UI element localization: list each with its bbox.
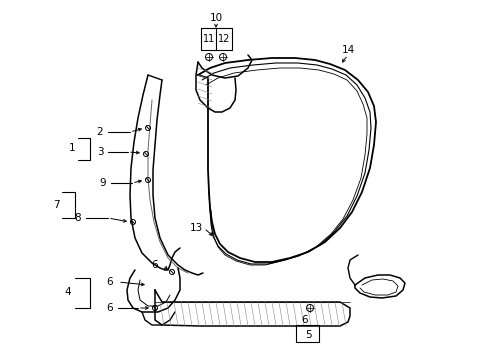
Text: 9: 9	[100, 178, 106, 188]
Text: 2: 2	[97, 127, 103, 137]
Text: 14: 14	[341, 45, 354, 55]
Text: 7: 7	[53, 200, 59, 210]
Text: 11: 11	[203, 34, 215, 44]
Text: 12: 12	[217, 34, 230, 44]
Text: 13: 13	[189, 223, 202, 233]
Text: 10: 10	[209, 13, 222, 23]
Text: 6: 6	[151, 260, 158, 270]
Text: 6: 6	[301, 315, 307, 325]
Text: 3: 3	[97, 147, 103, 157]
Text: 1: 1	[68, 143, 75, 153]
Text: 6: 6	[106, 277, 113, 287]
Text: 8: 8	[75, 213, 81, 223]
Text: 6: 6	[106, 303, 113, 313]
Text: 4: 4	[64, 287, 71, 297]
Text: 5: 5	[304, 330, 311, 340]
